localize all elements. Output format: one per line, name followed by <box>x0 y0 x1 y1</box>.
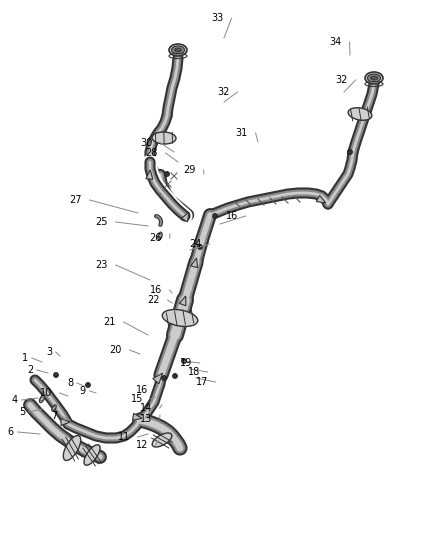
Text: 16: 16 <box>226 211 238 221</box>
Text: 21: 21 <box>104 317 116 327</box>
Ellipse shape <box>152 433 172 447</box>
Text: 24: 24 <box>190 239 202 249</box>
Text: 29: 29 <box>184 165 196 175</box>
Polygon shape <box>181 212 189 222</box>
Text: 17: 17 <box>196 377 208 387</box>
Text: 14: 14 <box>140 403 152 413</box>
Text: 26: 26 <box>150 233 162 243</box>
Text: 34: 34 <box>330 37 342 47</box>
Ellipse shape <box>158 232 162 240</box>
Polygon shape <box>179 296 186 306</box>
Text: 30: 30 <box>141 138 153 148</box>
Ellipse shape <box>41 397 43 401</box>
Ellipse shape <box>52 405 57 411</box>
Circle shape <box>85 383 91 387</box>
Text: 19: 19 <box>180 358 192 368</box>
Ellipse shape <box>152 132 176 144</box>
Polygon shape <box>61 418 70 425</box>
Text: 32: 32 <box>218 87 230 97</box>
Text: 2: 2 <box>27 365 33 375</box>
Ellipse shape <box>84 445 100 465</box>
Ellipse shape <box>39 395 45 402</box>
Ellipse shape <box>169 44 187 56</box>
Text: 3: 3 <box>46 347 52 357</box>
Text: 16: 16 <box>150 285 162 295</box>
Ellipse shape <box>159 234 161 238</box>
Text: 1: 1 <box>22 353 28 363</box>
Circle shape <box>347 149 353 155</box>
Text: 27: 27 <box>70 195 82 205</box>
Ellipse shape <box>63 435 81 461</box>
Text: 7: 7 <box>51 411 57 421</box>
Ellipse shape <box>162 310 198 327</box>
Text: 25: 25 <box>95 217 108 227</box>
Text: 8: 8 <box>67 378 73 388</box>
Text: 4: 4 <box>12 395 18 405</box>
Text: 6: 6 <box>8 427 14 437</box>
Polygon shape <box>146 170 153 179</box>
Ellipse shape <box>365 72 383 84</box>
Text: 32: 32 <box>336 75 348 85</box>
Ellipse shape <box>348 108 372 120</box>
Text: 12: 12 <box>136 440 148 450</box>
Polygon shape <box>191 258 198 268</box>
Text: 33: 33 <box>212 13 224 23</box>
Text: 20: 20 <box>110 345 122 355</box>
Text: 16: 16 <box>136 385 148 395</box>
Circle shape <box>162 376 166 381</box>
Ellipse shape <box>53 407 55 409</box>
Text: 9: 9 <box>80 386 86 396</box>
Text: 28: 28 <box>145 148 158 158</box>
Ellipse shape <box>371 76 378 80</box>
Circle shape <box>173 374 177 378</box>
Circle shape <box>165 172 170 176</box>
Polygon shape <box>153 373 162 384</box>
Text: 22: 22 <box>148 295 160 305</box>
Text: 31: 31 <box>236 128 248 138</box>
Polygon shape <box>316 196 326 203</box>
Text: 5: 5 <box>19 407 25 417</box>
Text: 23: 23 <box>95 260 108 270</box>
Text: 15: 15 <box>131 394 143 404</box>
Text: 10: 10 <box>40 388 52 398</box>
Text: 18: 18 <box>188 367 200 377</box>
Circle shape <box>212 214 218 219</box>
Ellipse shape <box>367 74 381 82</box>
Circle shape <box>181 359 187 364</box>
Text: 11: 11 <box>118 432 130 442</box>
Ellipse shape <box>174 48 181 52</box>
Circle shape <box>53 373 59 377</box>
Polygon shape <box>133 413 142 420</box>
Text: 13: 13 <box>140 414 152 424</box>
Ellipse shape <box>172 46 184 54</box>
Circle shape <box>198 245 202 249</box>
